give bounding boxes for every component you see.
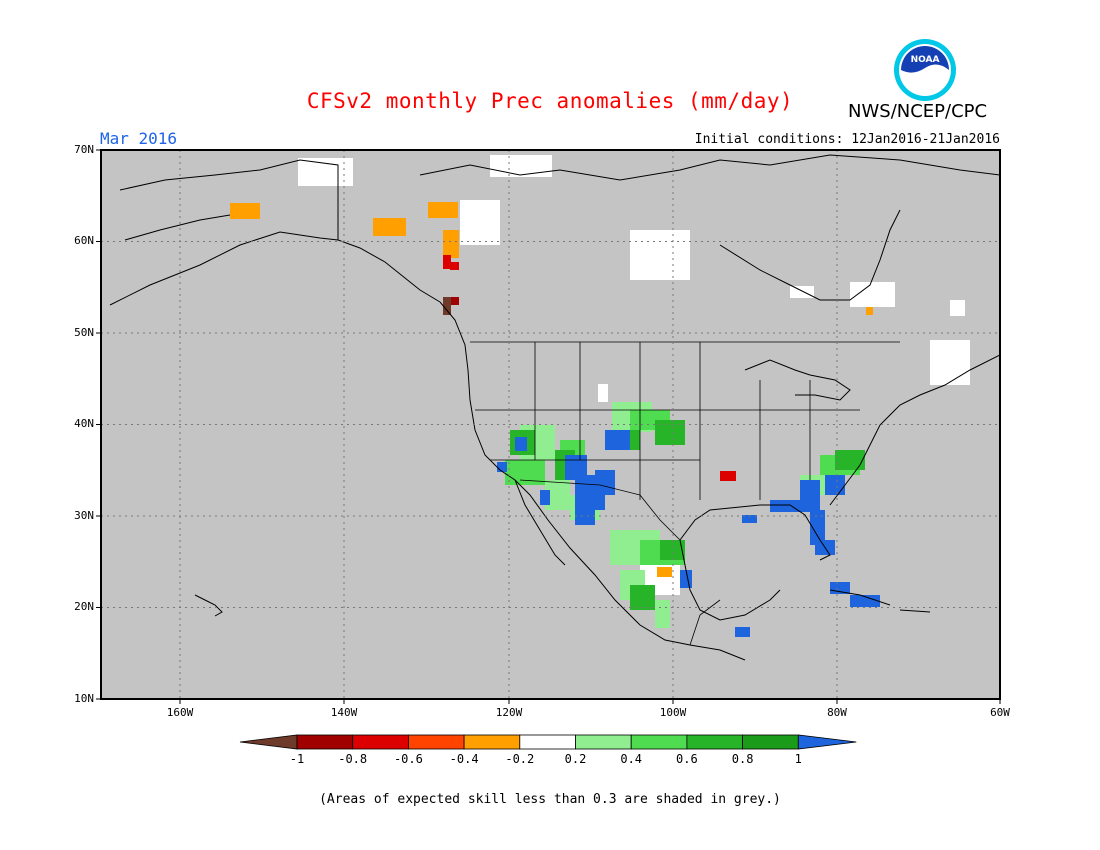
colorbar-label: -1	[289, 752, 305, 766]
gridlines	[101, 150, 1000, 699]
logo-text: NOAA	[911, 55, 940, 65]
colorbar-label: 0.6	[676, 752, 698, 766]
lat-label: 70N	[74, 143, 94, 156]
month-label: Mar 2016	[100, 129, 178, 148]
lon-label: 160W	[166, 706, 194, 719]
colorbar-label: 0.2	[564, 752, 587, 766]
coastlines	[109, 154, 1000, 661]
colorbar	[239, 734, 857, 750]
colorbar-label: 0.8	[731, 752, 754, 766]
agency-label: NWS/NCEP/CPC	[848, 101, 988, 122]
lon-label: 120W	[495, 706, 523, 719]
lat-label: 60N	[74, 234, 94, 247]
colorbar-segment	[296, 734, 354, 750]
page-title: CFSv2 monthly Prec anomalies (mm/day)	[306, 89, 794, 113]
colorbar-segment	[575, 734, 632, 750]
colorbar-segment	[686, 734, 744, 750]
colorbar-segment	[742, 734, 799, 750]
lon-label: 140W	[330, 706, 358, 719]
initial-conditions: Initial conditions: 12Jan2016-21Jan2016	[694, 132, 1000, 147]
colorbar-label: -0.2	[505, 752, 535, 766]
lon-label: 100W	[659, 706, 687, 719]
map-background	[101, 150, 1000, 699]
lat-label: 40N	[74, 417, 94, 430]
colorbar-label: 1	[794, 752, 802, 766]
lon-label: 80W	[827, 706, 847, 719]
lon-label: 60W	[990, 706, 1010, 719]
colorbar-label: -0.6	[393, 752, 423, 766]
lat-label: 20N	[74, 600, 94, 613]
lat-label: 50N	[74, 326, 94, 339]
noaa-logo-icon: NOAA	[894, 39, 956, 101]
colorbar-label: 0.4	[620, 752, 643, 766]
colorbar-label: -0.8	[338, 752, 368, 766]
footnote: (Areas of expected skill less than 0.3 a…	[319, 792, 781, 807]
lat-label: 30N	[74, 509, 94, 522]
colorbar-arrow-right	[797, 734, 857, 750]
colorbar-segment	[463, 734, 521, 750]
anomaly-cells	[230, 155, 970, 637]
colorbar-segment	[630, 734, 688, 750]
tick-marks	[96, 149, 1001, 704]
colorbar-segment	[352, 734, 409, 750]
colorbar-arrow-left	[239, 734, 298, 750]
political-boundaries	[470, 341, 900, 646]
colorbar-label: -0.4	[449, 752, 479, 766]
colorbar-segment	[519, 734, 576, 750]
colorbar-segment	[407, 734, 465, 750]
lat-label: 10N	[74, 692, 94, 705]
